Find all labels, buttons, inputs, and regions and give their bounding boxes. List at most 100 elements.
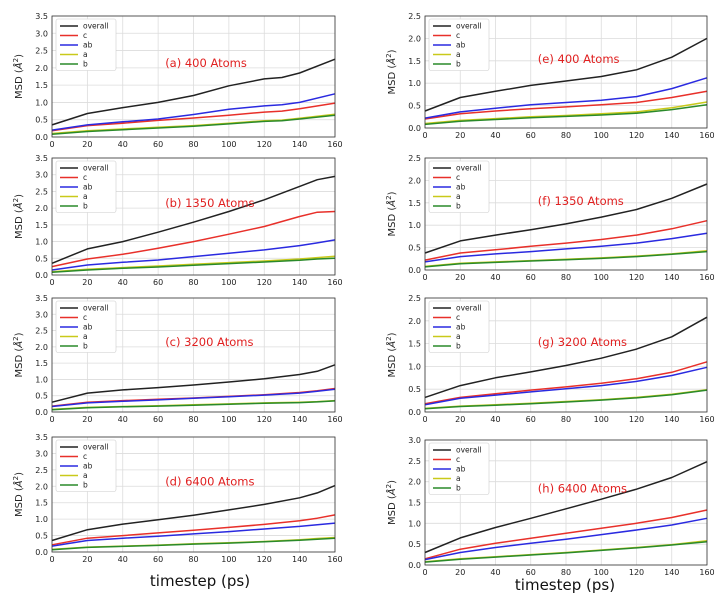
x-tick-label: 140	[292, 140, 307, 149]
panel-c: 0 20 40 60 80 100 120 140 160 0.0 0.5 1.0 1.5 2.0 2.5 3…	[12, 294, 343, 424]
plot-frame	[51, 436, 336, 553]
legend-label-b: b	[83, 60, 88, 69]
y-axis-title-suffix: )	[387, 480, 398, 484]
series-line-b	[51, 400, 336, 411]
series-line-b	[424, 540, 708, 563]
legend-label-b: b	[83, 481, 88, 490]
y-tick-label: 3.5	[35, 12, 48, 21]
series-line-b	[424, 250, 708, 268]
x-tick-label: 80	[561, 273, 571, 282]
panel-annotation: (e) 400 Atoms	[538, 52, 620, 66]
x-tick-label: 60	[526, 273, 536, 282]
y-tick-label: 0.5	[35, 532, 48, 541]
y-tick-label: 0.0	[408, 266, 421, 275]
series-line-ab	[424, 77, 708, 119]
legend-box	[428, 160, 490, 213]
y-axis-title-unit: Å	[385, 200, 398, 208]
x-tick-label: 60	[153, 555, 163, 564]
x-tick-label: 100	[221, 278, 236, 287]
x-tick-label: 80	[561, 131, 571, 140]
series-line-b	[424, 103, 708, 126]
y-tick-label: 2.5	[35, 466, 48, 475]
y-axis-title-suffix: )	[387, 332, 398, 336]
legend-label-ab: ab	[83, 462, 93, 471]
y-axis-title-suffix: )	[387, 49, 398, 53]
x-tick-label: 100	[221, 555, 236, 564]
legend-label-ab: ab	[456, 41, 466, 50]
legend-label-ab: ab	[456, 183, 466, 192]
legend-label-ab: ab	[83, 183, 93, 192]
plot-frame	[51, 297, 336, 413]
plot-frame	[51, 15, 336, 138]
x-tick-label: 40	[118, 278, 128, 287]
y-tick-label: 3.0	[35, 29, 48, 38]
legend-label-b: b	[456, 342, 461, 351]
x-tick-label: 160	[327, 140, 342, 149]
series-line-overall	[424, 316, 708, 399]
panel-annotation: (d) 6400 Atoms	[165, 474, 254, 488]
series-line-ab	[424, 517, 708, 561]
x-tick-label: 40	[118, 415, 128, 424]
panel-g: 0 20 40 60 80 100 120 140 160 0.0 0.5 1.0 1.5 2.0 2.5 M…	[385, 294, 715, 424]
series-line-ab	[51, 388, 336, 408]
y-tick-label: 2.5	[408, 12, 421, 21]
plot-frame	[424, 157, 708, 271]
y-tick-label: 0.0	[35, 133, 48, 142]
legend-label-overall: overall	[456, 304, 482, 313]
y-axis-title-sup: 2	[385, 484, 393, 488]
panel-d: 0 20 40 60 80 100 120 140 160 0.0 0.5 1.0 1.5 2.0 2.5 3…	[12, 433, 343, 564]
panel-annotation: (b) 1350 Atoms	[165, 196, 254, 210]
y-tick-label: 2.5	[35, 187, 48, 196]
y-axis-title-unit: Å	[385, 341, 398, 349]
y-tick-label: 3.5	[35, 294, 48, 303]
series-line-c	[424, 509, 708, 560]
y-tick-label: 3.0	[408, 436, 421, 445]
y-axis-title: MSD (Å2)	[12, 332, 25, 377]
plot-frame	[424, 297, 708, 413]
x-tick-label: 80	[561, 415, 571, 424]
series-line-c	[424, 219, 708, 261]
y-tick-label: 2.0	[408, 478, 421, 487]
panel-annotation: (a) 400 Atoms	[165, 56, 247, 70]
x-tick-label: 80	[188, 415, 198, 424]
legend-label-overall: overall	[83, 164, 109, 173]
panel-f: 0 20 40 60 80 100 120 140 160 0.0 0.5 1.0 1.5 2.0 2.5 M…	[385, 154, 715, 282]
y-tick-label: 1.5	[408, 499, 421, 508]
y-axis-title-suffix: )	[14, 54, 25, 58]
series-line-b	[51, 114, 336, 135]
y-tick-label: 1.0	[35, 238, 48, 247]
x-tick-label: 60	[153, 140, 163, 149]
x-tick-label: 40	[490, 415, 500, 424]
legend-box	[55, 18, 117, 71]
legend-label-ab: ab	[83, 41, 93, 50]
x-tick-label: 80	[188, 555, 198, 564]
y-tick-label: 2.0	[35, 204, 48, 213]
legend-label-overall: overall	[456, 446, 482, 455]
x-tick-label: 140	[664, 131, 679, 140]
legend-label-c: c	[456, 455, 460, 464]
y-axis-title-sup: 2	[12, 336, 20, 340]
panel-a: 0 20 40 60 80 100 120 140 160 0.0 0.5 1.0 1.5 2.0 2.5 3…	[12, 12, 343, 149]
x-tick-label: 40	[490, 273, 500, 282]
x-tick-label: 120	[257, 140, 272, 149]
x-tick-label: 20	[455, 568, 465, 577]
y-tick-label: 0.5	[35, 254, 48, 263]
y-axis-title: MSD (Å2)	[385, 49, 398, 94]
x-tick-label: 120	[629, 131, 644, 140]
x-tick-label: 100	[594, 415, 609, 424]
legend-label-c: c	[456, 173, 460, 182]
series-line-ab	[424, 232, 708, 263]
x-tick-label: 140	[664, 568, 679, 577]
series-line-overall	[424, 183, 708, 254]
legend-label-c: c	[456, 31, 460, 40]
y-axis-title-unit: Å	[12, 480, 25, 488]
x-tick-label: 20	[455, 273, 465, 282]
legend-label-c: c	[456, 313, 460, 322]
x-tick-label: 20	[82, 415, 92, 424]
x-tick-label: 140	[292, 278, 307, 287]
legend-label-c: c	[83, 173, 87, 182]
series-line-a	[424, 101, 708, 125]
y-tick-label: 0.0	[35, 408, 48, 417]
